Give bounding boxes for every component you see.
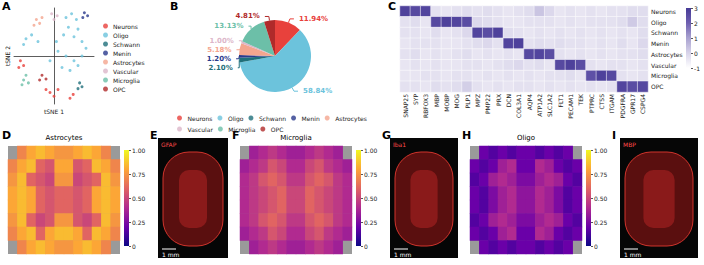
svg-text:0.75: 0.75 bbox=[364, 171, 378, 178]
svg-text:Microglia: Microglia bbox=[228, 126, 255, 134]
svg-text:0: 0 bbox=[132, 243, 136, 250]
svg-text:OPC: OPC bbox=[651, 83, 664, 90]
svg-text:Microglia: Microglia bbox=[651, 72, 678, 80]
svg-text:5.18%: 5.18% bbox=[207, 46, 231, 54]
svg-text:1.00: 1.00 bbox=[364, 147, 378, 154]
svg-text:PECAM1: PECAM1 bbox=[567, 94, 574, 119]
svg-text:MPZ: MPZ bbox=[474, 94, 481, 107]
svg-text:ATP1A2: ATP1A2 bbox=[536, 94, 543, 117]
svg-text:Schwann: Schwann bbox=[259, 115, 286, 122]
svg-text:PLP1: PLP1 bbox=[464, 94, 471, 109]
svg-text:13.13%: 13.13% bbox=[214, 22, 243, 30]
svg-text:OPC: OPC bbox=[271, 126, 284, 133]
svg-text:MBP: MBP bbox=[433, 94, 440, 107]
svg-text:AQP4: AQP4 bbox=[526, 94, 533, 110]
svg-text:GPR17: GPR17 bbox=[629, 94, 636, 114]
svg-text:58.84%: 58.84% bbox=[303, 87, 332, 95]
svg-text:Vascular: Vascular bbox=[113, 68, 139, 75]
svg-text:Menin: Menin bbox=[651, 40, 669, 47]
svg-text:-1: -1 bbox=[694, 65, 700, 72]
svg-text:Neurons: Neurons bbox=[651, 8, 676, 15]
svg-text:Schwann: Schwann bbox=[651, 29, 678, 36]
svg-text:0: 0 bbox=[694, 50, 698, 57]
svg-text:D: D bbox=[2, 129, 11, 142]
svg-text:G: G bbox=[382, 129, 391, 142]
svg-text:MBP: MBP bbox=[623, 141, 636, 148]
svg-text:Microglia: Microglia bbox=[113, 77, 140, 85]
svg-text:tSNE 2: tSNE 2 bbox=[4, 46, 11, 66]
svg-text:SLC1A2: SLC1A2 bbox=[546, 94, 553, 117]
svg-text:Oligo: Oligo bbox=[113, 32, 129, 40]
svg-text:Oligo: Oligo bbox=[517, 134, 535, 142]
svg-text:DCN: DCN bbox=[505, 94, 512, 107]
svg-text:PTPRC: PTPRC bbox=[588, 94, 595, 113]
svg-text:PDGFRA: PDGFRA bbox=[619, 93, 626, 118]
svg-text:1.00: 1.00 bbox=[132, 147, 146, 154]
svg-text:0.50: 0.50 bbox=[132, 195, 146, 202]
svg-text:ITGAM: ITGAM bbox=[608, 94, 615, 113]
svg-text:FLT1: FLT1 bbox=[557, 94, 564, 108]
svg-text:1.00%: 1.00% bbox=[210, 37, 234, 45]
svg-text:0.25: 0.25 bbox=[132, 219, 146, 226]
svg-text:0: 0 bbox=[594, 243, 598, 250]
svg-text:SNAP25: SNAP25 bbox=[402, 94, 409, 118]
svg-text:4.81%: 4.81% bbox=[236, 12, 260, 20]
svg-text:Astrocytes: Astrocytes bbox=[113, 59, 145, 67]
svg-text:11.94%: 11.94% bbox=[299, 15, 328, 23]
svg-text:tSNE 1: tSNE 1 bbox=[44, 108, 64, 115]
svg-text:SYP: SYP bbox=[412, 94, 419, 105]
svg-text:Menin: Menin bbox=[113, 50, 131, 57]
svg-text:MOG: MOG bbox=[453, 94, 460, 109]
svg-text:MOBP: MOBP bbox=[443, 94, 450, 112]
svg-text:0.50: 0.50 bbox=[594, 195, 608, 202]
svg-text:3: 3 bbox=[694, 5, 698, 12]
svg-text:F: F bbox=[232, 129, 240, 142]
svg-text:PRX: PRX bbox=[495, 94, 502, 106]
svg-text:Iba1: Iba1 bbox=[393, 141, 406, 148]
svg-text:Menin: Menin bbox=[302, 115, 320, 122]
svg-text:2.10%: 2.10% bbox=[208, 64, 232, 72]
svg-text:0.75: 0.75 bbox=[594, 171, 608, 178]
svg-text:CTSS: CTSS bbox=[598, 94, 605, 110]
svg-text:Vascular: Vascular bbox=[188, 126, 214, 133]
svg-text:Oligo: Oligo bbox=[651, 19, 667, 27]
svg-text:A: A bbox=[2, 0, 11, 13]
svg-text:H: H bbox=[462, 129, 471, 142]
svg-text:GFAP: GFAP bbox=[161, 141, 177, 148]
svg-text:0: 0 bbox=[364, 243, 368, 250]
svg-text:Oligo: Oligo bbox=[228, 115, 244, 123]
svg-text:OPC: OPC bbox=[113, 86, 126, 93]
svg-text:RBFOX3: RBFOX3 bbox=[422, 94, 429, 118]
svg-text:Astrocytes: Astrocytes bbox=[335, 115, 367, 123]
svg-text:2: 2 bbox=[694, 20, 698, 27]
svg-text:TEK: TEK bbox=[577, 93, 584, 106]
svg-text:1 mm: 1 mm bbox=[394, 251, 412, 258]
svg-text:0.50: 0.50 bbox=[364, 195, 378, 202]
svg-text:0.25: 0.25 bbox=[364, 219, 378, 226]
svg-text:E: E bbox=[150, 129, 158, 142]
svg-text:I: I bbox=[612, 129, 616, 142]
svg-text:1.00: 1.00 bbox=[594, 147, 608, 154]
svg-text:Astrocytes: Astrocytes bbox=[46, 134, 83, 142]
svg-text:Neurons: Neurons bbox=[113, 23, 138, 30]
svg-text:B: B bbox=[170, 0, 178, 13]
svg-text:1: 1 bbox=[694, 35, 698, 42]
svg-text:CSPG4: CSPG4 bbox=[639, 94, 646, 114]
svg-text:PMP22: PMP22 bbox=[484, 94, 491, 114]
svg-text:0.25: 0.25 bbox=[594, 219, 608, 226]
svg-text:Neurons: Neurons bbox=[188, 115, 213, 122]
svg-text:Schwann: Schwann bbox=[113, 41, 140, 48]
svg-text:C: C bbox=[388, 0, 396, 13]
svg-text:Astrocytes: Astrocytes bbox=[651, 51, 683, 59]
svg-text:1 mm: 1 mm bbox=[162, 251, 180, 258]
svg-text:1 mm: 1 mm bbox=[624, 251, 642, 258]
svg-text:COL3A1: COL3A1 bbox=[515, 94, 522, 118]
svg-text:Vascular: Vascular bbox=[651, 62, 677, 69]
svg-text:0.75: 0.75 bbox=[132, 171, 146, 178]
svg-text:Microglia: Microglia bbox=[280, 134, 311, 142]
svg-text:1.20%: 1.20% bbox=[207, 55, 231, 63]
